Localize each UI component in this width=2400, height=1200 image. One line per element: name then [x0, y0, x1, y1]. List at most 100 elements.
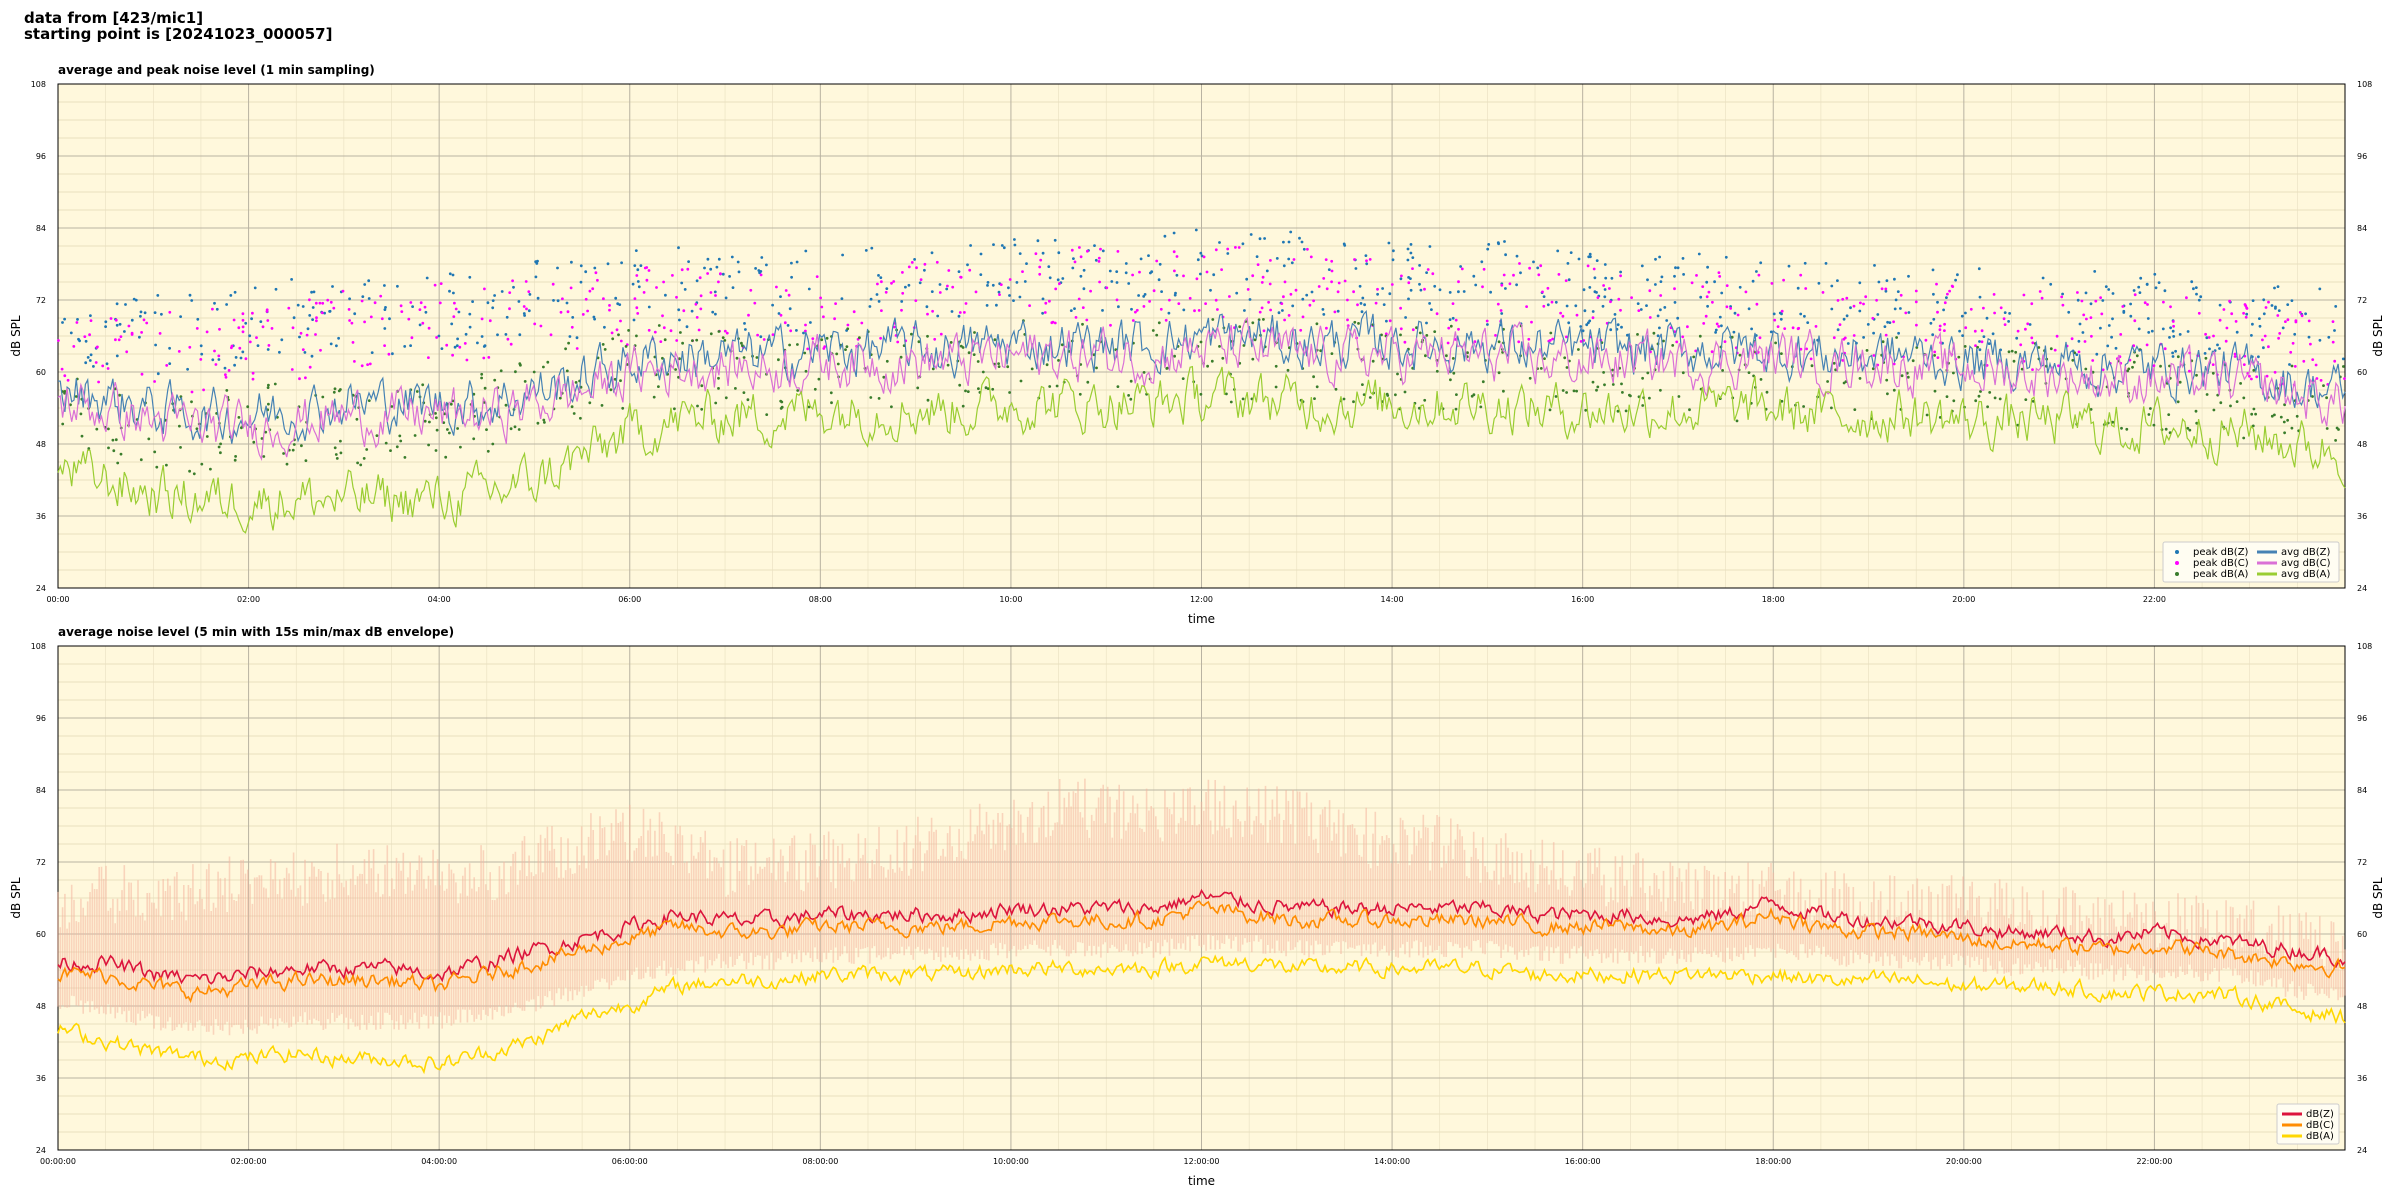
peak-point [2290, 299, 2294, 302]
peak-point [757, 269, 761, 272]
peak-point [1235, 291, 1239, 295]
peak-point [621, 406, 625, 410]
peak-point [368, 362, 372, 366]
peak-point [1281, 309, 1284, 312]
peak-point [685, 325, 689, 329]
peak-point [1381, 287, 1384, 290]
peak-point [882, 375, 886, 379]
peak-point [2205, 336, 2209, 340]
peak-point [1449, 378, 1452, 382]
peak-point [395, 445, 399, 449]
peak-point [2178, 333, 2182, 336]
peak-point [1637, 309, 1641, 312]
peak-point [2190, 280, 2194, 284]
peak-point [1462, 290, 1466, 293]
peak-point [1619, 270, 1622, 274]
peak-point [1826, 380, 1829, 383]
peak-point [2107, 324, 2111, 327]
peak-point [1409, 277, 1412, 280]
peak-point [2133, 319, 2137, 323]
peak-point [592, 315, 596, 319]
peak-point [1361, 296, 1365, 300]
peak-point [820, 305, 824, 309]
peak-point [1407, 281, 1411, 285]
peak-point [1659, 308, 1662, 312]
peak-point [1964, 311, 1967, 315]
peak-point [1894, 298, 1898, 302]
peak-point [2007, 320, 2010, 323]
peak-point [1497, 371, 1501, 375]
peak-point [145, 321, 149, 325]
peak-point [566, 310, 570, 314]
peak-point [1157, 321, 1161, 325]
peak-point [1654, 257, 1657, 261]
peak-point [1561, 314, 1565, 318]
peak-point [706, 257, 710, 261]
peak-point [1527, 337, 1531, 341]
peak-point [1897, 331, 1900, 335]
peak-point [2153, 272, 2157, 276]
peak-point [389, 449, 392, 452]
peak-point [870, 246, 874, 250]
peak-point [113, 387, 117, 391]
peak-point [509, 427, 513, 431]
peak-point [1333, 310, 1337, 314]
peak-point [255, 336, 258, 339]
peak-point [779, 399, 783, 403]
peak-point [451, 273, 455, 277]
peak-point [329, 342, 333, 346]
peak-point [542, 418, 546, 422]
peak-point [1609, 328, 1613, 332]
peak-point [373, 301, 377, 305]
peak-point [2263, 334, 2267, 338]
peak-point [1542, 295, 1546, 298]
peak-point [1673, 287, 1676, 291]
peak-point [1086, 249, 1089, 253]
peak-point [844, 348, 847, 351]
peak-point [1706, 304, 1709, 308]
peak-point [1595, 291, 1598, 294]
peak-point [1925, 413, 1929, 417]
peak-point [370, 351, 374, 354]
peak-point [2284, 320, 2287, 323]
peak-point [1457, 327, 1460, 331]
peak-point [1364, 254, 1368, 257]
peak-point [2132, 344, 2136, 348]
peak-point [179, 446, 182, 449]
peak-point [1135, 308, 1139, 312]
peak-point [1025, 262, 1028, 265]
peak-point [1586, 264, 1590, 268]
peak-point [1152, 289, 1156, 293]
peak-point [1532, 260, 1535, 264]
peak-point [348, 319, 351, 322]
peak-point [1400, 274, 1403, 278]
peak-point [1616, 323, 1620, 327]
peak-point [1872, 331, 1875, 335]
peak-point [858, 336, 861, 340]
peak-point [788, 343, 791, 347]
peak-point [1938, 328, 1942, 332]
peak-point [264, 430, 268, 434]
peak-point [266, 319, 270, 322]
peak-point [558, 396, 562, 400]
peak-point [901, 291, 905, 295]
peak-point [1325, 287, 1329, 291]
peak-point [107, 446, 110, 450]
peak-point [2318, 338, 2322, 342]
y-tick-label-right: 84 [2357, 786, 2367, 795]
peak-point [488, 319, 492, 323]
peak-point [606, 262, 610, 266]
peak-point [1448, 291, 1452, 294]
peak-point [1676, 316, 1680, 320]
peak-point [1880, 287, 1884, 291]
peak-point [1530, 320, 1533, 324]
peak-point [709, 332, 713, 336]
peak-point [2251, 299, 2255, 302]
peak-point [807, 287, 811, 291]
peak-point [1980, 340, 1984, 344]
y-tick-label-left: 84 [36, 224, 46, 233]
peak-point [1053, 321, 1057, 325]
peak-point [1935, 282, 1938, 286]
peak-point [642, 291, 646, 294]
peak-point [319, 348, 322, 352]
